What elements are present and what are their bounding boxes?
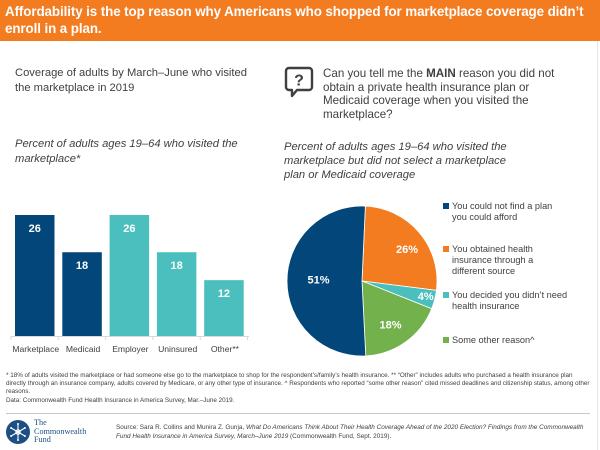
- bar-employer: [109, 215, 150, 336]
- bar-marketplace: [15, 215, 55, 336]
- bar-data-label: 26: [29, 223, 41, 235]
- question-prefix: Can you tell me the: [323, 67, 427, 80]
- survey-question: Can you tell me the MAIN reason you did …: [323, 67, 563, 121]
- logo-line-3: Fund: [34, 435, 51, 445]
- snowflake-emblem-icon: [10, 423, 26, 441]
- footnote-text: * 18% of adults visited the marketplace …: [6, 372, 590, 396]
- legend-label: You decided you didn’t need health insur…: [452, 290, 568, 312]
- pie-slice: [286, 205, 367, 357]
- pie-slice: [361, 205, 438, 291]
- svg-text:?: ?: [294, 73, 304, 90]
- legend-item: You decided you didn’t need health insur…: [443, 290, 568, 312]
- logo-line-1: The: [34, 418, 47, 427]
- logo-line-2: Commonwealth: [34, 426, 87, 436]
- pie-chart: 26% 4% 18% 51%: [286, 205, 438, 357]
- footnote-data-source: Data: Commonwealth Fund Health Insurance…: [6, 396, 235, 404]
- legend-item: You obtained health insurance through a …: [443, 244, 568, 278]
- right-border-line: [597, 41, 598, 450]
- legend-label: Some other reason^: [452, 335, 535, 345]
- source-citation: Source: Sara R. Collins and Munira Z. Gu…: [116, 424, 596, 441]
- legend-swatch-icon: [443, 203, 449, 209]
- logo-emblem-icon: [6, 420, 30, 444]
- x-tick-label: Employer: [112, 344, 148, 354]
- bar-data-label: 12: [218, 288, 230, 300]
- source-title: What Do Americans Think About Their Heal…: [116, 424, 584, 440]
- bar-chart-subtitle: Percent of adults ages 19–64 who visited…: [15, 138, 238, 165]
- pie-data-label: 18%: [379, 320, 401, 332]
- legend-label: You could not find a plan you could affo…: [452, 201, 553, 223]
- bar-chart: 26 Marketplace 18 Medicaid 26 Employer 18 Unins…: [10, 215, 249, 354]
- question-suffix: reason you did not obtain a private heal…: [323, 67, 555, 121]
- bar-other: [204, 280, 244, 336]
- legend-item: Some other reason^: [443, 335, 568, 346]
- legend-item: You could not find a plan you could affo…: [443, 201, 568, 223]
- legend-swatch-icon: [443, 337, 449, 343]
- legend-swatch-icon: [443, 246, 449, 252]
- x-tick-label: Uninsured: [158, 344, 197, 354]
- source-suffix: (Commonwealth Fund, Sept. 2019).: [288, 432, 392, 440]
- x-tick-label: Medicaid: [66, 344, 101, 354]
- bar-panel-heading: Coverage of adults by March–June who vis…: [15, 67, 247, 94]
- pie-data-label: 26%: [396, 244, 418, 256]
- question-speech-bubble-icon: ?: [284, 66, 314, 98]
- logo-wordmark: The Commonwealth Fund: [34, 418, 87, 445]
- question-bold-word: MAIN: [426, 67, 456, 80]
- commonwealth-fund-logo: The Commonwealth Fund: [6, 418, 90, 446]
- footer-divider: [6, 413, 590, 414]
- bar-data-label: 18: [76, 260, 88, 272]
- source-prefix: Source: Sara R. Collins and Munira Z. Gu…: [116, 424, 247, 431]
- footnote: * 18% of adults visited the marketplace …: [6, 372, 591, 405]
- legend-label: You obtained health insurance through a …: [452, 244, 534, 277]
- pie-chart-subtitle: Percent of adults ages 19–64 who visited…: [284, 141, 507, 181]
- pie-data-label: 51%: [307, 275, 329, 287]
- slide-title: Affordability is the top reason why Amer…: [0, 0, 600, 41]
- legend-swatch-icon: [443, 292, 449, 298]
- bar-data-label: 18: [171, 260, 183, 272]
- x-tick-label: Other**: [211, 344, 240, 354]
- bar-medicaid: [62, 252, 102, 336]
- bar-data-label: 26: [123, 223, 135, 235]
- pie-data-label: 4%: [418, 291, 434, 303]
- bar-uninsured: [156, 252, 197, 336]
- x-tick-label: Marketplace: [12, 344, 59, 354]
- pie-slice: [361, 280, 433, 357]
